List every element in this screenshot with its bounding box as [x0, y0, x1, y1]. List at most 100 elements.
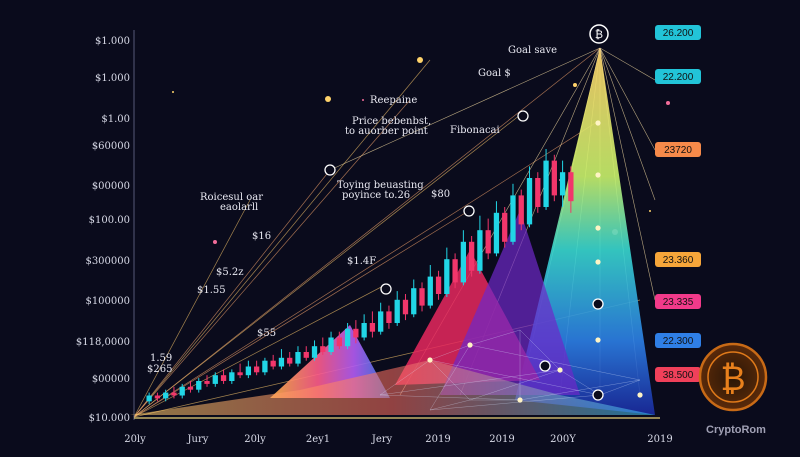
candle	[237, 363, 243, 379]
peak-line	[599, 47, 656, 151]
candle	[460, 230, 467, 286]
candle	[411, 279, 417, 318]
fib-dot	[595, 225, 601, 231]
candle	[146, 392, 152, 405]
candle-body	[543, 160, 549, 207]
price-tag-bg	[655, 25, 701, 40]
candle-body	[386, 311, 392, 323]
y-tick-label: $00000	[92, 374, 130, 385]
candle	[262, 357, 268, 376]
fib-dot	[467, 342, 473, 348]
fib-node	[463, 205, 475, 217]
candle-body	[245, 366, 252, 376]
fan-line	[133, 47, 601, 418]
candle	[303, 346, 309, 361]
price-tag-label: 22.300	[663, 336, 694, 347]
candle	[386, 305, 392, 329]
peak-mid2	[440, 210, 580, 395]
candle	[196, 378, 202, 393]
candle-body	[502, 212, 508, 242]
candle	[278, 349, 285, 370]
candle-body	[344, 328, 351, 347]
peak-line	[599, 47, 656, 81]
candle	[311, 340, 318, 361]
candle	[477, 215, 483, 274]
price-tag: 23720	[655, 142, 701, 157]
candle-body	[493, 212, 500, 254]
price-tag-label: 22.200	[663, 72, 694, 83]
x-tick-label: Jury	[187, 434, 209, 445]
candle-body	[328, 337, 334, 352]
fib-dot	[637, 392, 643, 398]
candle-body	[253, 366, 260, 373]
candle-body	[477, 230, 483, 271]
mesh-line	[519, 329, 561, 371]
candle-body	[402, 299, 409, 315]
price-tag-bg	[655, 294, 701, 309]
mesh-line	[469, 329, 521, 346]
mesh-line	[429, 344, 471, 361]
annotation: Reepaine	[370, 95, 417, 106]
candle-body	[287, 357, 293, 364]
candle	[419, 282, 425, 312]
candle-body	[278, 357, 285, 367]
mesh-line	[429, 344, 471, 411]
price-tag-bg	[655, 142, 701, 157]
fan-line	[133, 199, 251, 418]
fib-dot	[517, 397, 523, 403]
star	[649, 210, 651, 212]
y-tick-label: $118,0000	[76, 337, 130, 348]
candle	[543, 149, 549, 210]
y-tick-label: $60000	[92, 141, 130, 152]
price-tag-bg	[655, 69, 701, 84]
peak-bitcoin-circle	[589, 24, 609, 44]
price-tag: 23.360	[655, 252, 701, 267]
y-tick-labels: $1.000 $1.000 $1.00 $60000 $00000 $100.00 $300…	[76, 36, 130, 424]
price-tag: 22.200	[655, 69, 701, 84]
annotation: Toying beuasting	[337, 180, 424, 191]
candle	[270, 354, 276, 370]
candle-body	[378, 311, 384, 332]
candle-body	[311, 346, 318, 358]
fib-dot	[427, 357, 433, 363]
x-tick-label: 2019	[647, 434, 672, 445]
mesh-lines	[379, 329, 641, 411]
fib-dot	[595, 337, 601, 343]
candle	[320, 337, 326, 355]
mesh-line	[469, 369, 561, 401]
fan-line	[133, 59, 431, 418]
bitcoin-watermark-icon: ₿	[698, 342, 768, 412]
gradient-peaks	[130, 48, 655, 415]
candle	[212, 372, 218, 387]
y-tick-label: $100000	[85, 296, 130, 307]
candle-body	[171, 392, 177, 396]
fib-node	[517, 110, 529, 122]
peak-line	[329, 47, 601, 171]
candle	[204, 375, 210, 387]
annotation: poyince to.26	[342, 190, 410, 201]
candle	[369, 311, 376, 338]
mesh-line	[379, 369, 561, 396]
mesh-line	[379, 394, 521, 401]
annotation: $55	[257, 328, 276, 339]
candle-body	[320, 346, 326, 352]
candle	[502, 207, 508, 248]
candle	[444, 247, 450, 297]
mesh-line	[559, 369, 601, 396]
candle-body	[419, 288, 425, 306]
annotation: Roicesul oar	[200, 192, 263, 203]
y-axis	[133, 30, 660, 420]
fan-line	[133, 114, 521, 418]
candle-body	[204, 381, 210, 384]
candle-body	[411, 288, 417, 315]
fib-node	[324, 164, 336, 176]
fib-node	[592, 389, 604, 401]
candle	[295, 346, 301, 367]
candle-body	[154, 395, 161, 399]
candle-body	[485, 230, 491, 254]
candle	[171, 386, 177, 399]
candle	[336, 331, 342, 350]
price-tag-bg	[655, 367, 701, 382]
candle	[187, 381, 194, 393]
